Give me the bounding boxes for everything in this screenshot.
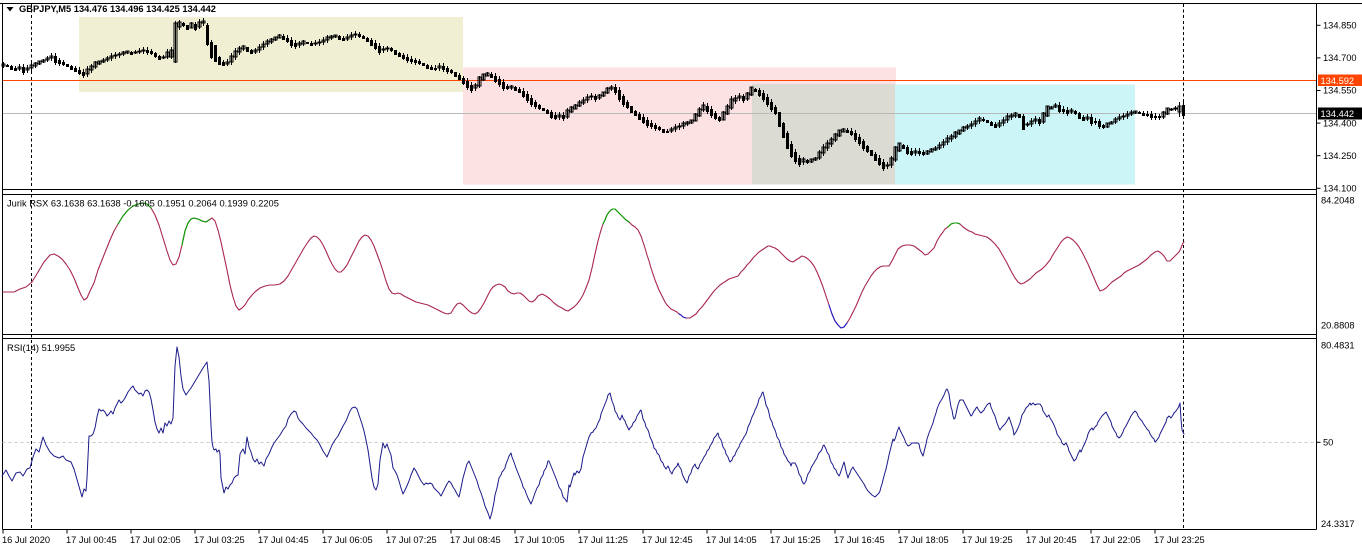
svg-text:134.442: 134.442 xyxy=(1321,109,1355,119)
svg-text:GBPJPY,M5 134.476 134.496 134: GBPJPY,M5 134.476 134.496 134.425 134.44… xyxy=(19,4,216,14)
svg-text:20.8808: 20.8808 xyxy=(1321,320,1355,330)
svg-text:17 Jul 23:25: 17 Jul 23:25 xyxy=(1154,535,1205,545)
svg-text:134.400: 134.400 xyxy=(1323,118,1357,128)
svg-text:24.3317: 24.3317 xyxy=(1321,519,1355,529)
svg-text:134.100: 134.100 xyxy=(1323,184,1357,194)
svg-text:17 Jul 04:45: 17 Jul 04:45 xyxy=(258,535,309,545)
svg-text:17 Jul 02:05: 17 Jul 02:05 xyxy=(130,535,181,545)
svg-text:17 Jul 20:45: 17 Jul 20:45 xyxy=(1026,535,1077,545)
svg-text:16 Jul 2020: 16 Jul 2020 xyxy=(2,535,50,545)
svg-text:RSI(14) 51.9955: RSI(14) 51.9955 xyxy=(7,343,75,353)
svg-text:134.592: 134.592 xyxy=(1321,76,1355,86)
svg-text:17 Jul 00:45: 17 Jul 00:45 xyxy=(66,535,117,545)
svg-text:134.250: 134.250 xyxy=(1323,151,1357,161)
svg-text:134.700: 134.700 xyxy=(1323,53,1357,63)
svg-text:17 Jul 15:25: 17 Jul 15:25 xyxy=(770,535,821,545)
svg-text:Jurik RSX 63.1638 63.1638 -0.1: Jurik RSX 63.1638 63.1638 -0.1605 0.1951… xyxy=(7,199,279,209)
svg-text:17 Jul 11:25: 17 Jul 11:25 xyxy=(578,535,628,545)
svg-text:17 Jul 18:05: 17 Jul 18:05 xyxy=(898,535,949,545)
svg-text:50: 50 xyxy=(1323,438,1333,448)
svg-text:17 Jul 10:05: 17 Jul 10:05 xyxy=(514,535,565,545)
svg-text:134.850: 134.850 xyxy=(1323,21,1357,31)
svg-text:17 Jul 19:25: 17 Jul 19:25 xyxy=(962,535,1013,545)
svg-text:17 Jul 12:45: 17 Jul 12:45 xyxy=(642,535,693,545)
svg-text:17 Jul 07:25: 17 Jul 07:25 xyxy=(386,535,437,545)
svg-text:17 Jul 16:45: 17 Jul 16:45 xyxy=(834,535,885,545)
svg-text:80.4831: 80.4831 xyxy=(1321,341,1355,351)
svg-text:84.2048: 84.2048 xyxy=(1321,196,1355,206)
svg-text:17 Jul 03:25: 17 Jul 03:25 xyxy=(194,535,245,545)
svg-text:134.550: 134.550 xyxy=(1323,86,1357,96)
svg-text:17 Jul 06:05: 17 Jul 06:05 xyxy=(322,535,373,545)
svg-text:17 Jul 14:05: 17 Jul 14:05 xyxy=(706,535,757,545)
svg-text:17 Jul 08:45: 17 Jul 08:45 xyxy=(450,535,501,545)
svg-text:17 Jul 22:05: 17 Jul 22:05 xyxy=(1090,535,1141,545)
